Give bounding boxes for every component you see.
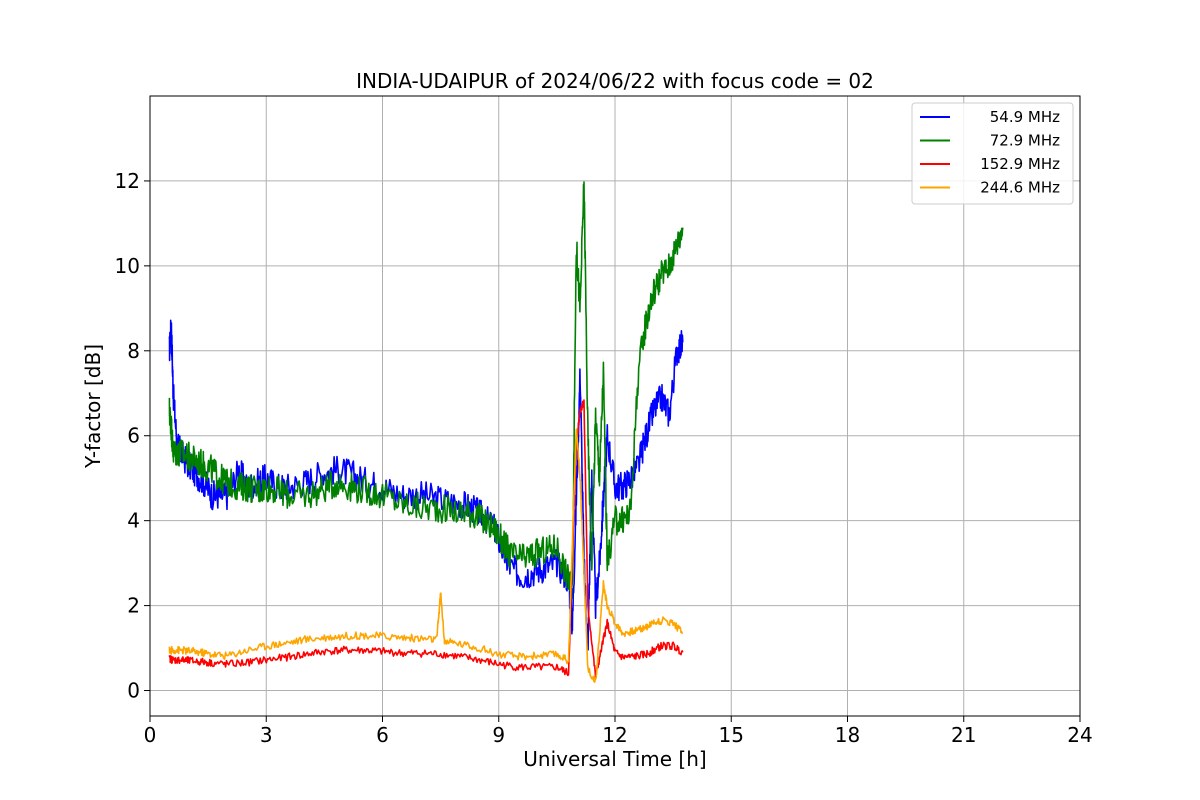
legend-label-4: 244.6 MHz [980,179,1060,197]
legend-label-3: 152.9 MHz [980,155,1060,173]
series-line-4 [168,428,684,684]
legend-label-1: 54.9 MHz [990,108,1060,126]
series-line-3 [168,399,684,680]
legend-label-2: 72.9 MHz [990,132,1060,150]
x-tick-label: 24 [1067,723,1092,747]
x-tick-label: 6 [376,723,389,747]
y-tick-label: 4 [127,509,140,533]
x-axis-label: Universal Time [h] [523,747,706,771]
x-tick-label: 9 [492,723,505,747]
y-tick-label: 10 [115,254,140,278]
y-axis-label: Y-factor [dB] [81,344,105,469]
chart-title: INDIA-UDAIPUR of 2024/06/22 with focus c… [356,69,874,93]
y-tick-label: 2 [127,594,140,618]
legend[interactable]: 54.9 MHz 72.9 MHz 152.9 MHz 244.6 MHz [911,102,1074,205]
series-line-2 [168,181,684,600]
legend-box [911,102,1074,205]
y-tick-label: 6 [127,424,140,448]
x-tick-label: 15 [719,723,744,747]
x-tick-label: 12 [602,723,627,747]
x-tick-label: 18 [835,723,860,747]
series-group [168,181,684,684]
x-tick-label: 21 [951,723,976,747]
y-tick-label: 8 [127,339,140,363]
x-tick-label: 3 [260,723,273,747]
x-tick-label: 0 [144,723,157,747]
y-tick-label: 0 [127,679,140,703]
y-tick-label: 12 [115,169,140,193]
